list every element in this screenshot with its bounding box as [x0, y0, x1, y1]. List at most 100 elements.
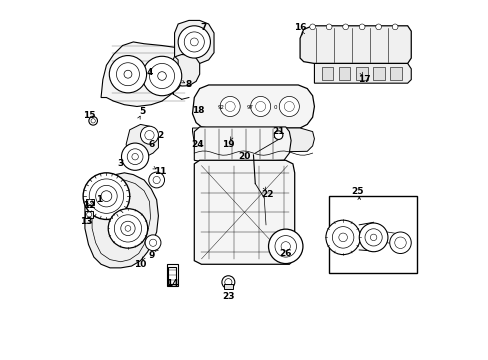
- Circle shape: [274, 131, 282, 139]
- Circle shape: [220, 96, 240, 117]
- Circle shape: [279, 96, 299, 117]
- Text: 24: 24: [191, 140, 204, 149]
- Circle shape: [121, 221, 135, 235]
- Polygon shape: [174, 21, 214, 63]
- Bar: [86, 199, 94, 205]
- Polygon shape: [172, 54, 199, 86]
- Circle shape: [158, 72, 166, 80]
- Text: 97: 97: [246, 105, 253, 110]
- Circle shape: [96, 185, 117, 207]
- Bar: [224, 284, 232, 289]
- Circle shape: [127, 149, 142, 165]
- Circle shape: [391, 24, 397, 30]
- Circle shape: [116, 63, 139, 86]
- Bar: [355, 67, 367, 80]
- Circle shape: [274, 235, 296, 257]
- Circle shape: [140, 126, 158, 144]
- Circle shape: [250, 96, 270, 117]
- Circle shape: [153, 176, 160, 184]
- Circle shape: [359, 223, 387, 252]
- Circle shape: [190, 38, 198, 46]
- Circle shape: [268, 229, 303, 264]
- Circle shape: [332, 226, 353, 248]
- Circle shape: [342, 24, 348, 30]
- Circle shape: [87, 199, 92, 204]
- Circle shape: [121, 143, 148, 170]
- Text: 23: 23: [222, 292, 234, 301]
- Bar: [389, 67, 401, 80]
- Text: 20: 20: [238, 152, 250, 161]
- Circle shape: [325, 220, 360, 255]
- Text: 12: 12: [83, 201, 96, 210]
- Text: 5: 5: [139, 107, 145, 116]
- Text: 19: 19: [222, 140, 234, 149]
- Text: 2: 2: [157, 131, 163, 140]
- Circle shape: [389, 232, 410, 253]
- Circle shape: [89, 179, 123, 213]
- Circle shape: [255, 102, 265, 112]
- Polygon shape: [314, 63, 410, 83]
- Circle shape: [89, 117, 97, 125]
- Text: 4: 4: [146, 68, 152, 77]
- Polygon shape: [194, 160, 294, 264]
- Text: 7: 7: [200, 23, 206, 32]
- Circle shape: [142, 56, 182, 96]
- Text: 9: 9: [148, 251, 154, 260]
- Circle shape: [144, 131, 154, 140]
- Circle shape: [101, 191, 112, 202]
- Polygon shape: [300, 26, 410, 63]
- Text: 25: 25: [350, 187, 363, 196]
- Circle shape: [149, 63, 174, 89]
- Circle shape: [224, 102, 235, 112]
- Circle shape: [114, 215, 142, 242]
- Polygon shape: [194, 127, 290, 163]
- Circle shape: [359, 24, 364, 30]
- Circle shape: [125, 226, 131, 231]
- Polygon shape: [192, 128, 314, 153]
- Circle shape: [83, 173, 129, 220]
- Circle shape: [145, 235, 161, 251]
- Bar: [321, 67, 332, 80]
- Circle shape: [109, 55, 146, 93]
- Circle shape: [284, 102, 294, 112]
- Bar: [166, 264, 178, 286]
- Text: 0: 0: [273, 105, 276, 110]
- Text: 6: 6: [148, 140, 154, 149]
- Circle shape: [338, 233, 346, 242]
- Text: 11: 11: [154, 167, 166, 176]
- Circle shape: [364, 229, 382, 246]
- Text: 8: 8: [185, 81, 192, 90]
- Circle shape: [369, 234, 376, 240]
- Bar: [168, 267, 176, 284]
- Circle shape: [309, 24, 315, 30]
- Circle shape: [178, 26, 210, 58]
- Polygon shape: [101, 42, 188, 107]
- Circle shape: [149, 239, 156, 246]
- Text: 16: 16: [293, 23, 305, 32]
- Text: 10: 10: [134, 260, 146, 269]
- Polygon shape: [192, 85, 314, 128]
- Text: 21: 21: [272, 127, 284, 136]
- Polygon shape: [85, 173, 158, 268]
- Polygon shape: [171, 56, 180, 83]
- Circle shape: [86, 212, 92, 217]
- Circle shape: [184, 32, 204, 52]
- Text: 15: 15: [83, 111, 96, 120]
- Text: 3: 3: [118, 159, 123, 168]
- Text: 18: 18: [191, 105, 203, 114]
- Polygon shape: [126, 125, 158, 158]
- Bar: [372, 67, 384, 80]
- Text: 14: 14: [166, 279, 179, 288]
- Bar: [85, 211, 93, 218]
- Circle shape: [148, 172, 164, 188]
- Circle shape: [132, 153, 138, 160]
- Circle shape: [394, 237, 406, 248]
- Circle shape: [124, 70, 132, 78]
- Text: 22: 22: [261, 190, 273, 199]
- Text: 1: 1: [96, 195, 102, 204]
- Circle shape: [222, 276, 234, 289]
- Bar: [338, 67, 349, 80]
- Circle shape: [224, 279, 231, 286]
- Bar: [328, 196, 416, 273]
- Text: 13: 13: [81, 217, 93, 226]
